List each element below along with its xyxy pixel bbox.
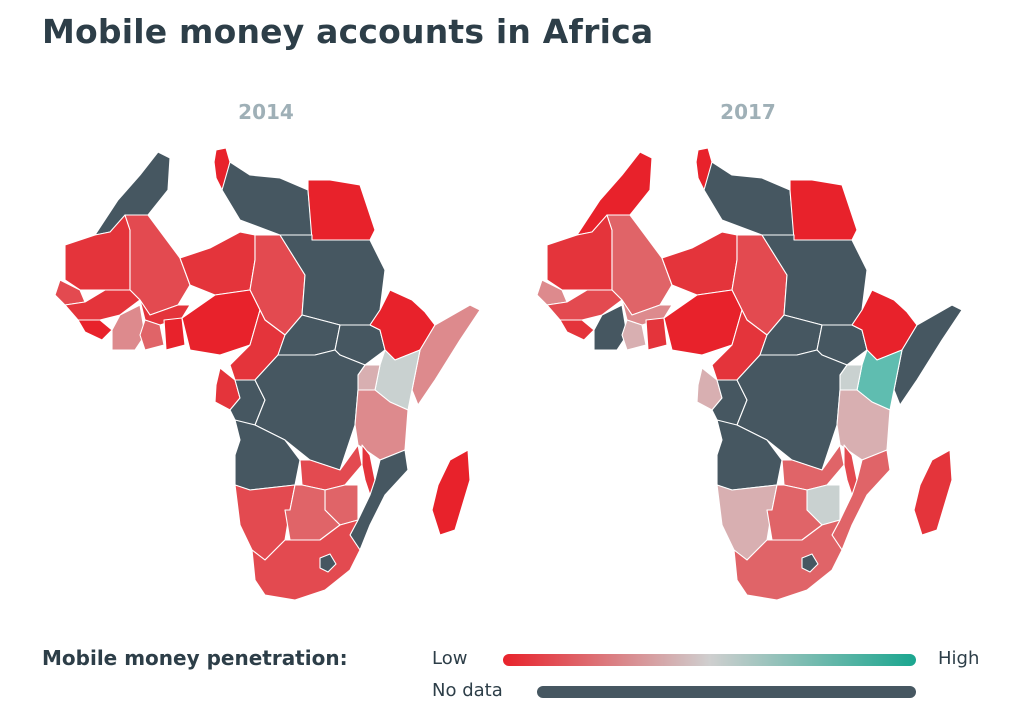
country-nigeria-2014	[181, 289, 261, 356]
country-sierra-leone-2017	[559, 319, 595, 341]
country-ghana-2017	[621, 319, 647, 351]
country-libya-2017	[703, 161, 795, 236]
legend-title: Mobile money penetration:	[42, 646, 348, 670]
country-lesotho-2017	[801, 553, 819, 573]
country-madagascar-2017	[913, 449, 953, 536]
legend-low-label: Low	[432, 648, 468, 669]
country-south-africa-2017	[733, 519, 843, 601]
africa-map-2014	[54, 147, 480, 601]
country-egypt-2017	[789, 179, 858, 241]
country-egypt-2014	[307, 179, 376, 241]
map-year-label-2017: 2017	[720, 100, 776, 124]
legend-no-data-bar	[537, 686, 916, 698]
legend-gradient-bar	[503, 654, 916, 666]
country-mauritania-2017	[546, 214, 613, 291]
country-mauritania-2014	[64, 214, 131, 291]
country-togo-benin-2014	[163, 317, 186, 351]
country-ghana-2014	[139, 319, 165, 351]
country-madagascar-2014	[431, 449, 471, 536]
country-libya-2014	[221, 161, 313, 236]
country-south-africa-2014	[251, 519, 361, 601]
country-niger-2014	[179, 231, 256, 296]
map-year-label-2014: 2014	[238, 100, 294, 124]
legend-no-data-label: No data	[432, 680, 503, 701]
legend-high-label: High	[938, 648, 980, 669]
country-nigeria-2017	[663, 289, 743, 356]
country-niger-2017	[661, 231, 738, 296]
country-lesotho-2014	[319, 553, 337, 573]
page-title: Mobile money accounts in Africa	[42, 12, 654, 51]
country-togo-benin-2017	[645, 317, 668, 351]
africa-map-2017	[536, 147, 962, 601]
country-sierra-leone-2014	[77, 319, 113, 341]
